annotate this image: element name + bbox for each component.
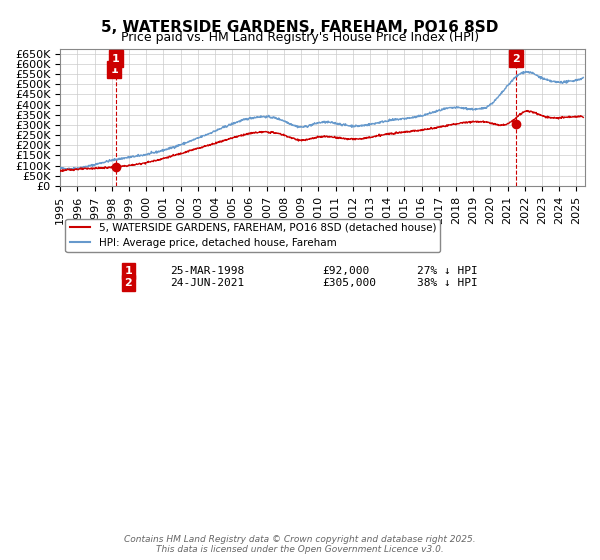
Text: 38% ↓ HPI: 38% ↓ HPI [417, 278, 478, 288]
Text: 2: 2 [512, 54, 520, 64]
Legend: 5, WATERSIDE GARDENS, FAREHAM, PO16 8SD (detached house), HPI: Average price, de: 5, WATERSIDE GARDENS, FAREHAM, PO16 8SD … [65, 218, 440, 252]
Text: 5, WATERSIDE GARDENS, FAREHAM, PO16 8SD: 5, WATERSIDE GARDENS, FAREHAM, PO16 8SD [101, 20, 499, 35]
Text: 1: 1 [125, 266, 133, 276]
Text: 1: 1 [110, 64, 118, 74]
Text: 27% ↓ HPI: 27% ↓ HPI [417, 266, 478, 276]
Text: £92,000: £92,000 [323, 266, 370, 276]
Text: 24-JUN-2021: 24-JUN-2021 [170, 278, 245, 288]
Text: 1: 1 [112, 54, 119, 64]
Text: 25-MAR-1998: 25-MAR-1998 [170, 266, 245, 276]
Text: Price paid vs. HM Land Registry's House Price Index (HPI): Price paid vs. HM Land Registry's House … [121, 31, 479, 44]
Text: 2: 2 [125, 278, 133, 288]
Text: Contains HM Land Registry data © Crown copyright and database right 2025.
This d: Contains HM Land Registry data © Crown c… [124, 535, 476, 554]
Text: £305,000: £305,000 [323, 278, 377, 288]
